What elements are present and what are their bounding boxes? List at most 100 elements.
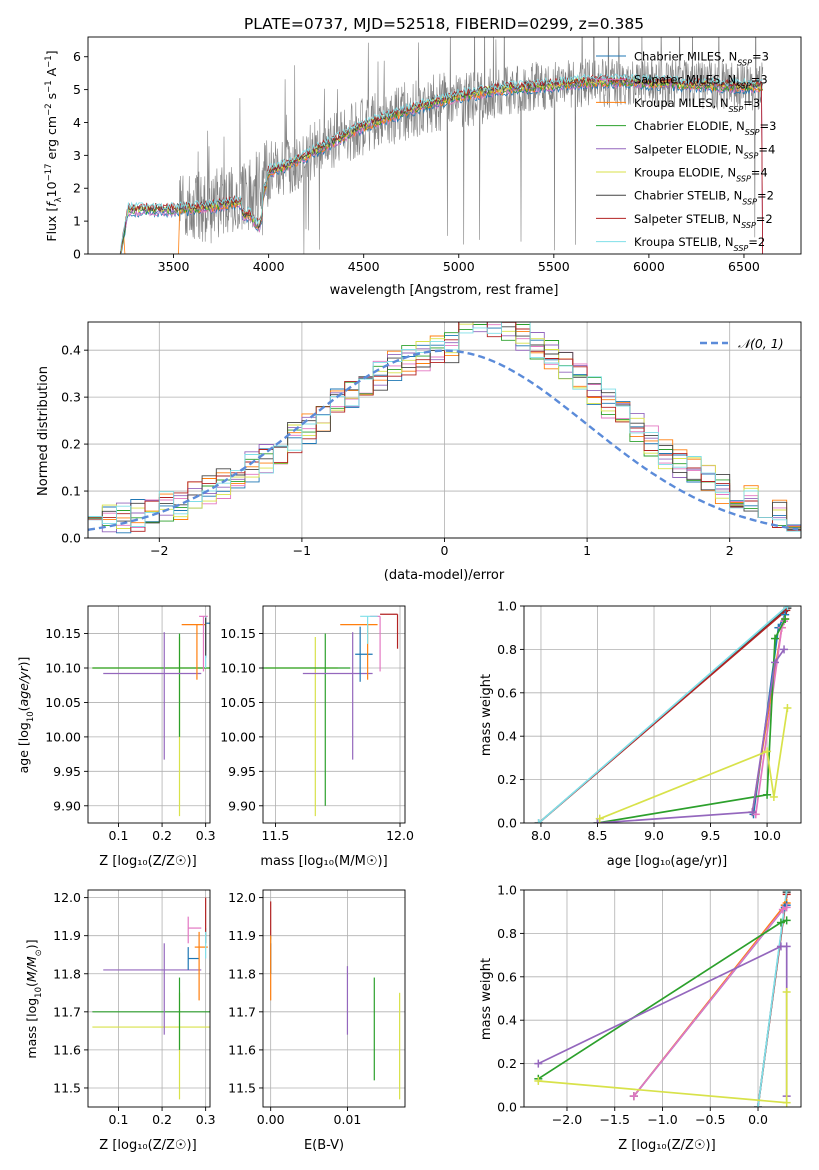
- x-tick-label: 0.1: [109, 828, 129, 843]
- y-tick-label: 10.00: [45, 729, 81, 744]
- model-spectrum-salpeter-stelib: [119, 74, 763, 254]
- legend-label: Chabrier ELODIE, NSSP=3: [634, 119, 776, 137]
- y-tick-label: 0.8: [497, 926, 517, 941]
- x-tick-label: 9.5: [701, 828, 721, 843]
- rich-ylabels: age [log10(age/yr)] mass [log10(M/M⊙)]: [16, 657, 44, 1059]
- legend-label-normal: 𝒩(0, 1): [738, 336, 784, 351]
- y-tick-label: 0.0: [497, 1100, 517, 1115]
- x-tick-label: −1.0: [647, 1112, 677, 1127]
- weight-vs-z-ylabel: mass weight: [479, 958, 494, 1040]
- x-tick-label: 0: [441, 543, 449, 558]
- y-tick-label: 0.3: [61, 390, 81, 405]
- y-tick-label: 11.8: [228, 966, 256, 981]
- residuals-plot-area: [88, 322, 801, 538]
- weight-vs-age-axes: 8.0 8.5 9.0 9.5 10.0 0.0 0.2 0.4 0.6 0.8 1.0: [497, 599, 802, 843]
- normal-curve: [88, 349, 799, 531]
- x-tick-label: 0.3: [196, 1112, 216, 1127]
- y-tick-label: 6: [73, 49, 81, 64]
- y-tick-label: 3: [73, 148, 81, 163]
- model-spectrum-kroupa-stelib: [119, 73, 763, 252]
- y-tick-label: 4: [73, 115, 81, 130]
- y-tick-label: 11.5: [53, 1080, 81, 1095]
- x-tick-label: 4000: [253, 259, 285, 274]
- y-tick-label: 0.0: [497, 816, 517, 831]
- y-tick-label: 2: [73, 181, 81, 196]
- x-tick-label: −2: [150, 543, 168, 558]
- x-tick-label: 0.01: [334, 1112, 362, 1127]
- x-tick-label: 0.2: [152, 1112, 172, 1127]
- text-layer: PLATE=0737, MJD=52518, FIBERID=0299, z=0…: [36, 15, 727, 1153]
- x-tick-label: 6500: [728, 259, 760, 274]
- x-tick-label: 4500: [348, 259, 380, 274]
- x-tick-label: 8.5: [588, 828, 608, 843]
- x-tick-label: 0.00: [257, 1112, 285, 1127]
- y-tick-label: 0.2: [497, 1056, 517, 1071]
- x-tick-label: 0.2: [152, 828, 172, 843]
- x-tick-label: 0.3: [196, 828, 216, 843]
- x-tick-label: 0.1: [109, 1112, 129, 1127]
- y-tick-label: 11.6: [53, 1042, 81, 1057]
- y-tick-label: 11.7: [53, 1004, 81, 1019]
- y-tick-label: 9.90: [228, 798, 256, 813]
- mass-vs-ebv-xlabel: E(B-V): [304, 1138, 344, 1153]
- model-spectrum-kroupa-miles: [119, 79, 763, 254]
- y-tick-label: 10.00: [220, 729, 256, 744]
- y-tick-label: 10.10: [220, 661, 256, 676]
- y-tick-label: 0.1: [61, 484, 81, 499]
- y-tick-label: 10.15: [45, 626, 81, 641]
- x-tick-label: 5000: [443, 259, 475, 274]
- x-tick-label: 8.0: [531, 828, 551, 843]
- spectrum-axes: 3500 4000 4500 5000 5500 6000 6500 0 1 2 3 4 5 6 Chabr…: [44, 36, 802, 274]
- y-tick-label: 0.0: [61, 531, 81, 546]
- y-tick-label: 0.8: [497, 642, 517, 657]
- y-tick-label: 9.95: [228, 764, 256, 779]
- y-tick-label: 1: [73, 214, 81, 229]
- histogram-salpeter-stelib: [88, 322, 801, 538]
- y-tick-label: 0.4: [497, 1013, 517, 1028]
- y-tick-label: 0.2: [497, 772, 517, 787]
- residuals-ylabel: Normed distribution: [36, 366, 51, 496]
- x-tick-label: 12.0: [386, 828, 414, 843]
- spectrum-xlabel: wavelength [Angstrom, rest frame]: [330, 283, 559, 298]
- x-tick-label: −0.5: [695, 1112, 725, 1127]
- legend-label: Salpeter STELIB, NSSP=2: [634, 212, 773, 230]
- weight-line-kroupa-stelib: [757, 890, 788, 1107]
- age-vs-mass-plot-area: [263, 613, 399, 817]
- x-tick-label: −2.0: [552, 1112, 582, 1127]
- age-vs-z-xlabel: Z [log₁₀(Z/Z☉)]: [99, 854, 196, 869]
- x-tick-label: 2: [726, 543, 734, 558]
- age-vs-Z-axes: 0.1 0.2 0.3 9.90 9.95 10.00 10.05 10.10 10.15: [45, 605, 216, 843]
- mass-vs-z-xlabel: Z [log₁₀(Z/Z☉)]: [99, 1138, 196, 1153]
- y-tick-label: 10.10: [45, 661, 81, 676]
- age-vs-mass-frame: [262, 605, 406, 824]
- weight-line-chabrier-elodie: [597, 618, 786, 823]
- x-tick-label: 0.0: [748, 1112, 768, 1127]
- x-tick-label: −1.5: [600, 1112, 630, 1127]
- x-tick-label: 3500: [158, 259, 190, 274]
- residuals-xlabel: (data-model)/error: [384, 568, 505, 583]
- y-tick-label: 11.6: [228, 1042, 256, 1057]
- y-tick-label: 1.0: [497, 883, 517, 898]
- y-tick-label: 10.05: [220, 695, 256, 710]
- x-tick-label: 11.5: [262, 828, 290, 843]
- y-tick-label: 10.15: [220, 626, 256, 641]
- plots-layer: 3500 4000 4500 5000 5500 6000 6500 0 1 2 3 4 5 6 Chabr…: [16, 36, 802, 1127]
- residuals-axes: −2 −1 0 1 2 0.0 0.1 0.2 0.3 0.4 𝒩(0, 1): [61, 321, 802, 558]
- weight-vs-z-xlabel: Z [log₁₀(Z/Z☉)]: [618, 1138, 715, 1153]
- weight-vs-age-xlabel: age [log₁₀(age/yr)]: [607, 854, 728, 869]
- y-tick-label: 0.6: [497, 685, 517, 700]
- y-tick-label: 0.4: [61, 343, 81, 358]
- y-tick-label: 0.6: [497, 969, 517, 984]
- y-tick-label: 0.4: [497, 729, 517, 744]
- y-tick-label: 11.9: [53, 928, 81, 943]
- spectrum-plot-area: [119, 37, 764, 254]
- mass-vs-Z-frame: [87, 889, 211, 1108]
- y-tick-label: 0.2: [61, 437, 81, 452]
- y-tick-label: 0: [73, 247, 81, 262]
- mass-vs-EBV-frame: [262, 889, 406, 1108]
- x-tick-label: 6000: [633, 259, 665, 274]
- spectrum-frame: [87, 36, 802, 255]
- spectrum-ylabel: Flux [fλ10−17 erg cm−2 s−1 A−1]: [44, 50, 64, 241]
